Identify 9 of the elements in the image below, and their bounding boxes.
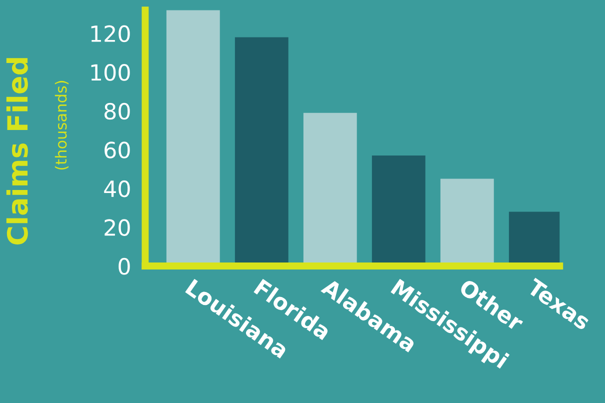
y-tick-label: 60 xyxy=(104,142,130,158)
y-tick-label: 40 xyxy=(104,180,130,198)
y-tick-label: 0 xyxy=(118,258,130,275)
y-tick-label: 20 xyxy=(104,219,130,236)
y-axis-title: Claims Filed xyxy=(6,58,28,244)
text: (thousands) xyxy=(54,80,69,170)
y-tick-label: 100 xyxy=(91,64,130,81)
y-tick-label: 80 xyxy=(104,102,130,120)
y-tick-label: 120 xyxy=(91,25,130,42)
